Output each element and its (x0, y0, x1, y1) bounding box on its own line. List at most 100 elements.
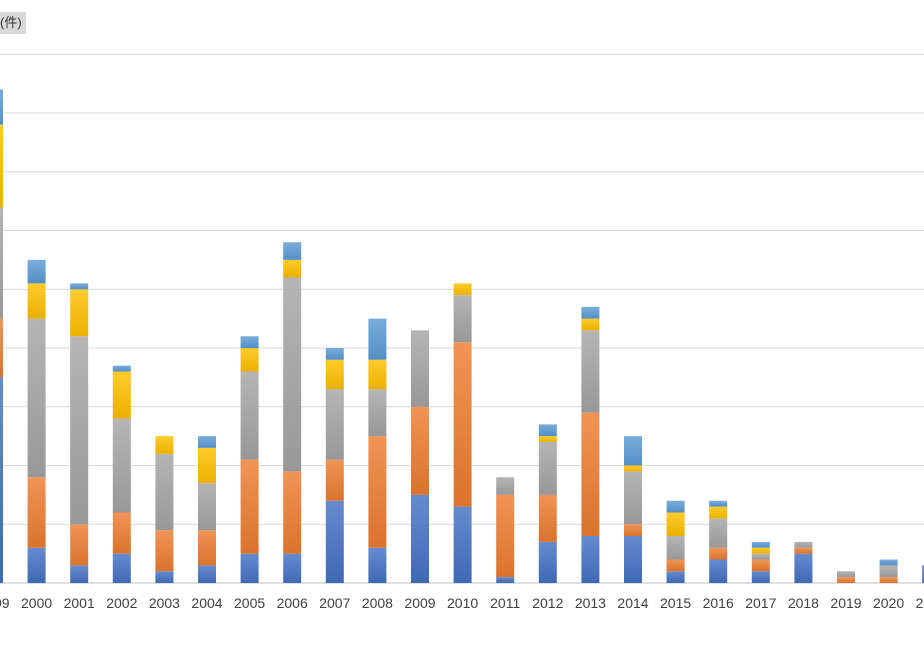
bar-segment (240, 348, 259, 372)
bar-segment (666, 512, 685, 536)
bar-segment (794, 541, 813, 548)
bar-segment (198, 436, 216, 448)
bar-segment (581, 330, 600, 413)
bar-segment (624, 465, 642, 472)
bar-segment (879, 565, 898, 578)
bar-segment (538, 541, 557, 583)
bar-segment (70, 524, 89, 566)
x-tick-label: 2011 (490, 595, 520, 611)
bar-segment (879, 577, 898, 583)
bar-segment (581, 318, 600, 331)
bar-segment (411, 494, 429, 583)
x-tick-label: 2019 (830, 595, 861, 611)
x-tick-label: 2007 (319, 595, 350, 611)
bar-segment (368, 389, 387, 437)
bar-segment (496, 494, 515, 578)
bar-segment (624, 524, 642, 536)
bar-segment (112, 553, 131, 583)
bar-segment (666, 536, 685, 560)
bar-segment (879, 559, 898, 566)
bar-segment (112, 365, 131, 372)
x-tick-label: 2017 (745, 595, 776, 611)
bar-segment (581, 306, 600, 319)
bar-segment (794, 547, 813, 554)
bar-segment (666, 500, 685, 513)
bar-segment (0, 89, 3, 125)
bar-segment (283, 471, 302, 554)
bar-segment (0, 124, 3, 207)
bar-segment (453, 283, 472, 296)
bar-segment (538, 494, 557, 542)
bar-segment (283, 242, 302, 260)
x-tick-label: 2018 (788, 595, 819, 611)
x-tick-label: 2009 (404, 595, 435, 611)
x-tick-label: 2001 (64, 595, 95, 611)
bar-segment (368, 318, 387, 360)
bar-segment (368, 547, 387, 583)
bar-segment (240, 459, 259, 554)
bar-segment (27, 477, 46, 548)
bar-segment (751, 559, 770, 572)
x-tick-label: 2006 (277, 595, 308, 611)
bar-segment (411, 330, 429, 407)
bar-segment (0, 318, 3, 378)
x-tick-label: 2012 (532, 595, 563, 611)
bar-segment (112, 512, 131, 554)
bar-segment (709, 506, 728, 519)
x-tick-label: 2021 (916, 595, 924, 611)
bar-segment (411, 406, 429, 495)
bar-segment (198, 447, 216, 484)
bar-segment (325, 459, 344, 501)
x-tick-label: 2000 (21, 595, 52, 611)
x-tick-label: 2016 (703, 595, 734, 611)
bar-segment (112, 418, 131, 513)
bar-segment (453, 342, 472, 507)
bar-segment (325, 500, 344, 583)
bar-segment (155, 571, 174, 583)
bar-segment (70, 336, 89, 525)
x-tick-label: 2005 (234, 595, 265, 611)
bar-segment (240, 553, 259, 583)
bar-segment (27, 283, 46, 319)
y-axis-unit-label: (件) (0, 12, 26, 34)
bar-segment (155, 436, 174, 454)
bar-segment (751, 547, 770, 554)
bar-segment (538, 424, 557, 437)
bar-segment (27, 259, 46, 284)
bar-segment (538, 436, 557, 442)
x-tick-label: 2010 (447, 595, 478, 611)
x-tick-label: 2020 (873, 595, 904, 611)
bar-segment (666, 559, 685, 572)
bar-segment (368, 359, 387, 390)
bar-segment (27, 318, 46, 478)
bar-segment (155, 530, 174, 572)
x-tick-label: 2008 (362, 595, 393, 611)
bar-segment (837, 577, 855, 583)
bar-segment (70, 283, 89, 290)
bar-segment (198, 530, 216, 566)
bar-segment (453, 295, 472, 343)
bar-segment (70, 565, 89, 583)
x-tick-label: 2013 (575, 595, 606, 611)
bar-segment (453, 506, 472, 583)
bar-segment (751, 571, 770, 583)
bar-segment (70, 289, 89, 337)
bar-segment (240, 336, 259, 348)
bar-segment (666, 571, 685, 583)
bar-segment (27, 547, 46, 583)
bar-segment (496, 477, 515, 495)
bar-segment (624, 436, 642, 466)
bar-segment (198, 565, 216, 583)
x-tick-label: 2015 (660, 595, 691, 611)
bar-segment (794, 553, 813, 583)
bar-segment (496, 577, 515, 583)
bar-segment (624, 536, 642, 583)
bar-segment (240, 371, 259, 460)
bar-segment (283, 259, 302, 278)
bar-segment (751, 553, 770, 560)
bar-segment (325, 389, 344, 460)
x-tick-label: 2014 (617, 595, 648, 611)
x-tick-label: 2003 (149, 595, 180, 611)
